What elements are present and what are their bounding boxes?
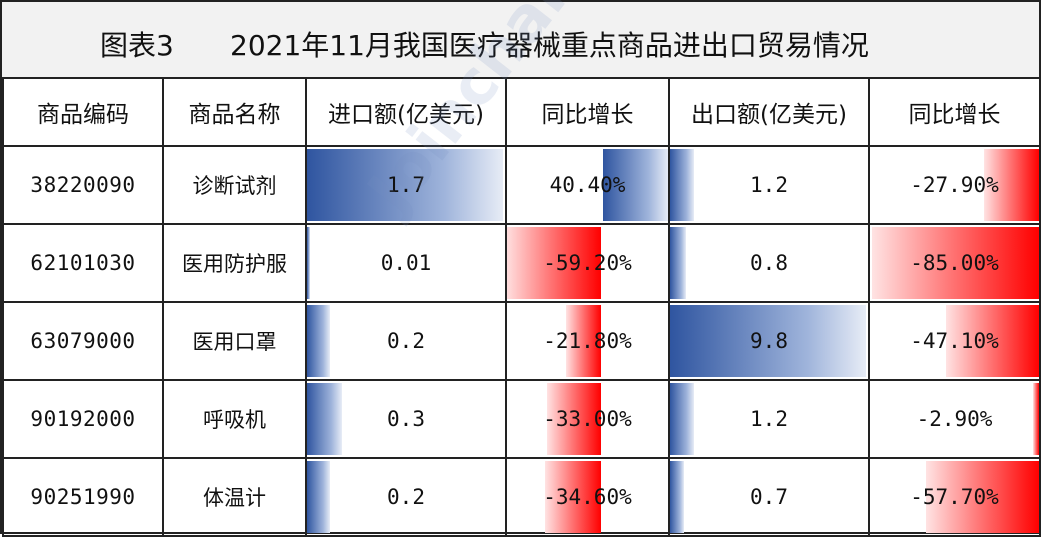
export-yoy: -27.90% xyxy=(868,145,1041,225)
export-value: 0.7 xyxy=(668,457,870,537)
import-yoy-text: -59.20% xyxy=(543,250,632,275)
table-row: 38220090 诊断试剂 1.7 40.40% 1.2 -27.90% xyxy=(2,145,1041,225)
header-code: 商品编码 xyxy=(2,77,164,147)
commodity-name-text: 诊断试剂 xyxy=(192,174,277,198)
import-value: 0.2 xyxy=(305,457,507,537)
commodity-name: 体温计 xyxy=(162,457,307,537)
export-yoy: -2.90% xyxy=(868,379,1041,459)
commodity-code-text: 90192000 xyxy=(30,407,136,431)
header-export-yoy: 同比增长 xyxy=(868,77,1041,147)
table-row: 63079000 医用口罩 0.2 -21.80% 9.8 -47.10% xyxy=(2,301,1041,381)
commodity-code: 90192000 xyxy=(2,379,164,459)
export-value-text: 1.2 xyxy=(750,406,788,431)
import-yoy: -34.60% xyxy=(505,457,670,537)
import-yoy: -21.80% xyxy=(505,301,670,381)
export-value-text: 0.8 xyxy=(750,250,788,275)
export-bar xyxy=(671,149,694,221)
header-import: 进口额(亿美元) xyxy=(305,77,507,147)
export-value: 9.8 xyxy=(668,301,870,381)
trade-table: 商品编码 商品名称 进口额(亿美元) 同比增长 出口额(亿美元) 同比增长 38… xyxy=(2,77,1041,537)
import-bar xyxy=(308,227,310,299)
commodity-code: 63079000 xyxy=(2,301,164,381)
import-yoy: -33.00% xyxy=(505,379,670,459)
export-value-text: 9.8 xyxy=(750,328,788,353)
export-value: 0.8 xyxy=(668,223,870,303)
import-yoy-text: -21.80% xyxy=(543,328,632,353)
import-value-text: 0.2 xyxy=(387,328,425,353)
commodity-name-text: 医用防护服 xyxy=(182,252,287,276)
commodity-name: 诊断试剂 xyxy=(162,145,307,225)
commodity-code: 62101030 xyxy=(2,223,164,303)
export-yoy: -57.70% xyxy=(868,457,1041,537)
table-row: 90251990 体温计 0.2 -34.60% 0.7 -57.70% xyxy=(2,457,1041,537)
import-bar xyxy=(308,383,342,455)
import-yoy-text: -34.60% xyxy=(543,484,632,509)
commodity-name: 医用口罩 xyxy=(162,301,307,381)
import-value-text: 0.01 xyxy=(380,250,432,275)
commodity-code-text: 90251990 xyxy=(30,485,136,509)
import-value: 1.7 xyxy=(305,145,507,225)
commodity-name-text: 体温计 xyxy=(203,486,266,510)
figure-title: 2021年11月我国医疗器械重点商品进出口贸易情况 xyxy=(230,29,869,62)
export-yoy-text: -2.90% xyxy=(916,406,993,431)
figure-number: 图表3 xyxy=(100,29,174,62)
table-row: 62101030 医用防护服 0.01 -59.20% 0.8 -85.00% xyxy=(2,223,1041,303)
export-value: 1.2 xyxy=(668,145,870,225)
export-yoy-text: -47.10% xyxy=(910,328,999,353)
import-value: 0.3 xyxy=(305,379,507,459)
import-yoy-text: 40.40% xyxy=(549,172,626,197)
export-yoy-bar xyxy=(1033,383,1038,455)
commodity-code-text: 38220090 xyxy=(30,173,136,197)
export-bar xyxy=(671,383,694,455)
header-import-yoy: 同比增长 xyxy=(505,77,670,147)
export-bar xyxy=(671,227,686,299)
header-name: 商品名称 xyxy=(162,77,307,147)
commodity-code: 90251990 xyxy=(2,457,164,537)
header-export: 出口额(亿美元) xyxy=(668,77,870,147)
import-yoy: 40.40% xyxy=(505,145,670,225)
export-yoy-text: -85.00% xyxy=(910,250,999,275)
commodity-name-text: 呼吸机 xyxy=(203,408,266,432)
export-value-text: 0.7 xyxy=(750,484,788,509)
export-yoy: -85.00% xyxy=(868,223,1041,303)
figure-title-bar: 图表3 2021年11月我国医疗器械重点商品进出口贸易情况 xyxy=(2,2,1039,79)
commodity-code-text: 63079000 xyxy=(30,329,136,353)
export-bar xyxy=(671,461,684,533)
import-value-text: 0.2 xyxy=(387,484,425,509)
export-yoy: -47.10% xyxy=(868,301,1041,381)
export-yoy-text: -27.90% xyxy=(910,172,999,197)
import-value: 0.2 xyxy=(305,301,507,381)
import-value-text: 0.3 xyxy=(387,406,425,431)
commodity-name: 呼吸机 xyxy=(162,379,307,459)
import-value-text: 1.7 xyxy=(387,172,425,197)
commodity-code: 38220090 xyxy=(2,145,164,225)
import-bar xyxy=(308,305,330,377)
header-row: 商品编码 商品名称 进口额(亿美元) 同比增长 出口额(亿美元) 同比增长 xyxy=(2,77,1041,147)
import-yoy: -59.20% xyxy=(505,223,670,303)
export-value-text: 1.2 xyxy=(750,172,788,197)
import-value: 0.01 xyxy=(305,223,507,303)
export-yoy-text: -57.70% xyxy=(910,484,999,509)
commodity-name-text: 医用口罩 xyxy=(192,330,277,354)
table-row: 90192000 呼吸机 0.3 -33.00% 1.2 -2.90% xyxy=(2,379,1041,459)
import-yoy-text: -33.00% xyxy=(543,406,632,431)
commodity-name: 医用防护服 xyxy=(162,223,307,303)
import-bar xyxy=(308,461,330,533)
export-value: 1.2 xyxy=(668,379,870,459)
commodity-code-text: 62101030 xyxy=(30,251,136,275)
